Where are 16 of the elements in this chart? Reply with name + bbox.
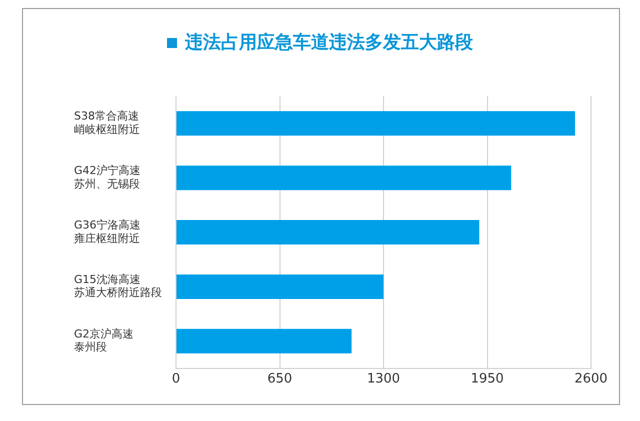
bar — [176, 166, 512, 190]
x-tick-label: 1950 — [470, 372, 504, 387]
y-tick-label: G2京沪高速泰州段 — [74, 327, 134, 354]
bar — [176, 111, 576, 136]
bar — [176, 328, 352, 354]
y-tick-label: G15沈海高速苏通大桥附近路段 — [74, 273, 162, 300]
y-tick-label: G42沪宁高速苏州、无锡段 — [74, 164, 141, 190]
y-tick-label: S38常合高速峭岐枢纽附近 — [74, 110, 140, 136]
y-tick-label: G36宁洛高速雍庄枢纽附近 — [74, 218, 141, 245]
x-tick-label: 1300 — [366, 372, 400, 387]
chart-title: 违法占用应急车道违法多发五大路段 — [185, 32, 473, 53]
bar — [176, 220, 480, 245]
x-tick-label: 0 — [172, 372, 180, 387]
x-tick-label: 650 — [267, 372, 292, 387]
bar — [176, 274, 384, 299]
x-tick-label: 2600 — [574, 372, 608, 387]
